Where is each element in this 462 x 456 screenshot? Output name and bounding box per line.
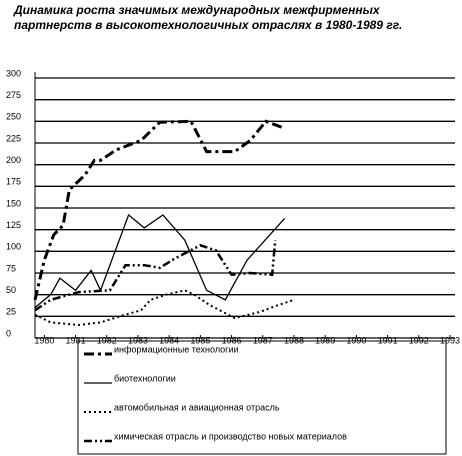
legend-label: информационные технологии	[114, 344, 239, 354]
series-line	[34, 289, 295, 327]
x-tick-label: 1986	[222, 335, 242, 345]
x-tick-label: 1983	[128, 335, 148, 345]
legend-label: химическая отрасль и производство новых …	[114, 431, 347, 441]
x-tick-label: 1985	[190, 335, 210, 345]
y-tick-label: 175	[6, 177, 21, 187]
y-tick-label: 150	[6, 198, 21, 208]
y-tick-label: 100	[6, 242, 21, 252]
legend-box	[77, 340, 447, 455]
series-line	[34, 239, 277, 312]
y-tick-label: 50	[6, 285, 16, 295]
x-tick-label: 1989	[315, 335, 335, 345]
x-tick-label: 1981	[66, 335, 86, 345]
legend-label: автомобильная и авиационная отрасль	[114, 402, 280, 412]
y-tick-label: 275	[6, 90, 21, 100]
y-tick-label: 0	[6, 328, 11, 338]
x-tick-label: 1984	[159, 335, 179, 345]
series-line	[34, 213, 286, 309]
x-tick-label: 1992	[409, 335, 429, 345]
y-tick-label: 125	[6, 220, 21, 230]
y-tick-label: 225	[6, 133, 21, 143]
chart-title: Динамика роста значимых международных ме…	[14, 3, 403, 32]
y-tick-label: 75	[6, 263, 16, 273]
x-tick-label: 1980	[34, 335, 54, 345]
y-tick-label: 300	[6, 68, 21, 78]
x-tick-label: 1991	[378, 335, 398, 345]
legend-label: биотехнологии	[114, 373, 176, 383]
y-tick-label: 25	[6, 307, 16, 317]
x-tick-label: 1987	[253, 335, 273, 345]
x-tick-label: 1990	[346, 335, 366, 345]
x-tick-label: 1988	[284, 335, 304, 345]
y-tick-label: 200	[6, 155, 21, 165]
y-tick-label: 250	[6, 112, 21, 122]
x-tick-label: 1993	[440, 335, 460, 345]
x-tick-label: 1982	[97, 335, 117, 345]
